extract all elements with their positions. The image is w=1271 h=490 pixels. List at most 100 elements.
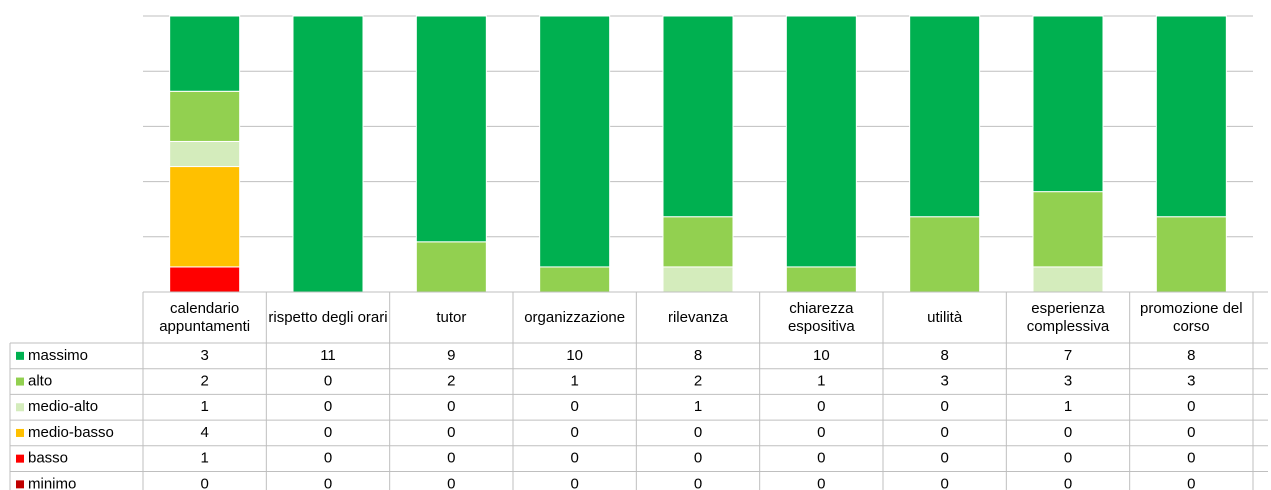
table-value: 8 [694, 347, 702, 364]
bar-segment [909, 216, 981, 293]
table-value: 0 [570, 450, 578, 467]
table-value: 2 [447, 373, 455, 390]
category-label-box: promozione del corso [1140, 299, 1243, 335]
table-value: 3 [1187, 373, 1195, 390]
category-label-box: organizzazione [524, 308, 626, 326]
legend-label: alto [28, 373, 52, 390]
category-label-box: esperienza complessiva [1026, 299, 1110, 335]
table-value: 0 [200, 475, 208, 490]
category-label-box: tutor [436, 308, 467, 326]
table-value: 0 [570, 475, 578, 490]
table-value: 1 [570, 373, 578, 390]
table-value: 0 [1187, 450, 1195, 467]
table-value: 0 [694, 475, 702, 490]
bar-segment [909, 15, 981, 218]
table-value: 2 [694, 373, 702, 390]
table-value: 0 [1064, 424, 1072, 441]
bar-segment [169, 266, 241, 293]
table-value: 0 [570, 424, 578, 441]
category-label-box: utilità [927, 308, 963, 326]
bar-segment [662, 216, 734, 268]
bar-segment [662, 266, 734, 293]
bar-segment [785, 15, 857, 268]
table-value: 0 [817, 450, 825, 467]
table-value: 0 [1064, 450, 1072, 467]
bar-segment [415, 241, 487, 293]
table-value: 0 [817, 475, 825, 490]
table-value: 0 [1187, 398, 1195, 415]
legend-swatch [16, 428, 24, 437]
table-value: 4 [200, 424, 208, 441]
bar-segment [1155, 216, 1227, 293]
category-label-box: rispetto degli orari [268, 308, 388, 326]
table-value: 10 [566, 347, 583, 364]
table-value: 7 [1064, 347, 1072, 364]
table-value: 2 [200, 373, 208, 390]
table-value: 1 [694, 398, 702, 415]
legend-label: basso [28, 450, 68, 467]
table-value: 1 [1064, 398, 1072, 415]
bar-segment [1155, 15, 1227, 218]
table-value: 0 [1187, 475, 1195, 490]
legend-label: massimo [28, 347, 88, 364]
bar-segment [169, 166, 241, 268]
table-value: 1 [200, 398, 208, 415]
table-value: 0 [694, 450, 702, 467]
bar-segment [169, 140, 241, 168]
table-value: 0 [570, 398, 578, 415]
table-value: 0 [324, 450, 332, 467]
x-tick-label: tutor [436, 308, 467, 326]
legend-swatch [16, 480, 24, 489]
table-value: 0 [940, 398, 948, 415]
bar-segment [169, 90, 241, 142]
x-tick-label: rilevanza [667, 308, 728, 326]
table-value: 0 [940, 424, 948, 441]
x-tick-label: esperienza complessiva [1026, 299, 1110, 335]
legend-label: minimo [28, 475, 76, 490]
bar-segment [539, 15, 611, 268]
bar-segment [292, 15, 364, 293]
bar-segment [1032, 266, 1104, 293]
table-value: 0 [324, 424, 332, 441]
table-value: 0 [1187, 424, 1195, 441]
x-tick-label: rispetto degli orari [268, 308, 388, 326]
table-value: 0 [694, 424, 702, 441]
table-value: 0 [447, 450, 455, 467]
legend-swatch [16, 351, 24, 360]
legend-swatch [16, 377, 24, 386]
bar-segment [785, 266, 857, 293]
table-value: 11 [320, 347, 336, 364]
legend-label: medio-basso [28, 424, 114, 441]
table-value: 8 [940, 347, 948, 364]
category-label-box: chiarezza espositiva [787, 299, 855, 335]
x-tick-label: organizzazione [524, 308, 626, 326]
category-label-box: calendario appuntamenti [159, 299, 251, 335]
table-value: 3 [200, 347, 208, 364]
bar-segment [1032, 191, 1104, 268]
table-value: 0 [817, 424, 825, 441]
x-tick-label: calendario appuntamenti [159, 299, 251, 335]
table-value: 1 [817, 373, 825, 390]
x-tick-label: chiarezza espositiva [787, 299, 855, 335]
x-tick-label: utilità [927, 308, 963, 326]
table-value: 0 [817, 398, 825, 415]
bar-segment [539, 266, 611, 293]
legend-label: medio-alto [28, 398, 98, 415]
table-value: 0 [447, 398, 455, 415]
bar-segment [169, 15, 241, 92]
table-value: 9 [447, 347, 455, 364]
table-value: 0 [1064, 475, 1072, 490]
table-value: 0 [447, 424, 455, 441]
x-tick-label: promozione del corso [1140, 299, 1243, 335]
table-value: 0 [940, 475, 948, 490]
table-value: 1 [200, 450, 208, 467]
legend-swatch [16, 403, 24, 412]
table-value: 8 [1187, 347, 1195, 364]
table-value: 0 [324, 475, 332, 490]
legend-swatch [16, 454, 24, 463]
bar-segment [662, 15, 734, 218]
table-value: 0 [324, 373, 332, 390]
bar-segment [415, 15, 487, 243]
bar-segment [1032, 15, 1104, 193]
